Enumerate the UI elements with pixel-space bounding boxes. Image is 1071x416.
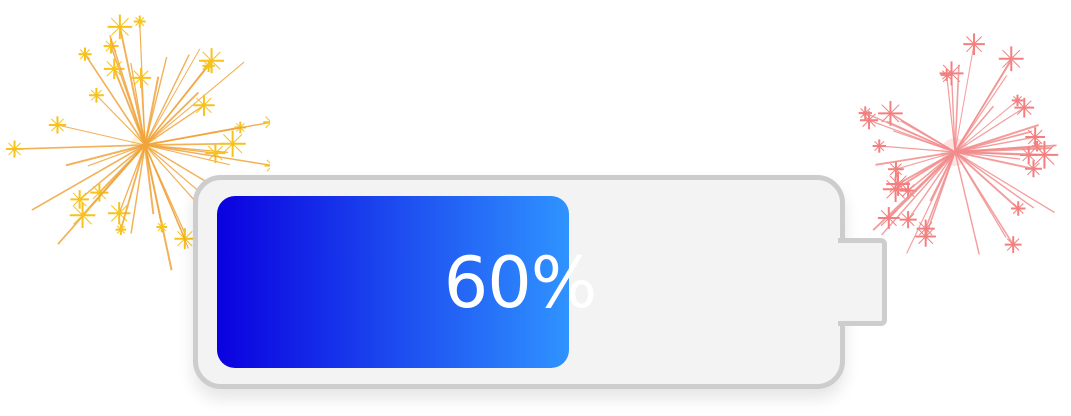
- gold-firework-icon: [6, 14, 270, 271]
- battery-level-track: [217, 196, 804, 368]
- battery-terminal: [838, 238, 887, 326]
- battery-level-fill: [217, 196, 570, 368]
- pink-firework-icon: [858, 33, 1059, 255]
- battery-terminal-join: [831, 243, 841, 321]
- battery-level-label: 60%: [443, 242, 598, 324]
